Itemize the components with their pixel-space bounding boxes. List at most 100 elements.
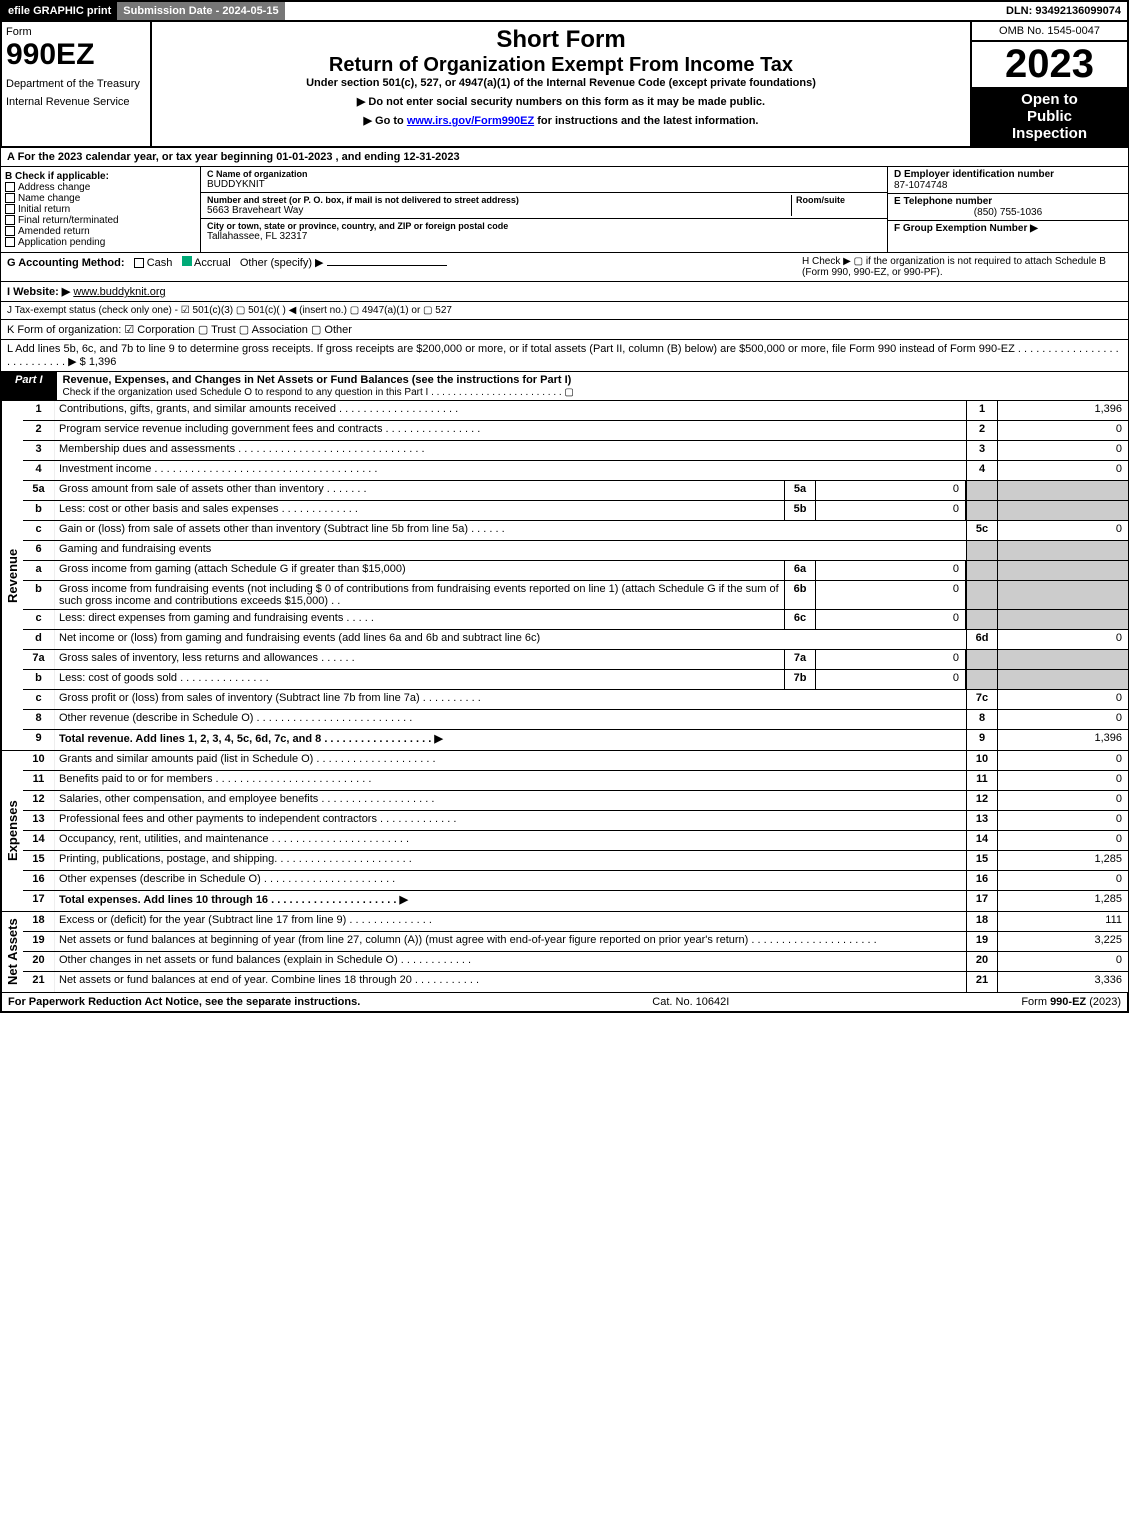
section-c: C Name of organization BUDDYKNIT Number … — [201, 167, 888, 252]
right-line-value: 0 — [998, 751, 1128, 770]
right-line-number: 15 — [966, 851, 998, 870]
line-text: Professional fees and other payments to … — [55, 811, 966, 830]
line-text: Membership dues and assessments . . . . … — [55, 441, 966, 460]
g-label: G Accounting Method: — [7, 257, 125, 269]
table-row: 13Professional fees and other payments t… — [23, 811, 1128, 831]
short-form-title: Short Form — [160, 26, 962, 54]
table-row: cGross profit or (loss) from sales of in… — [23, 690, 1128, 710]
l-value: 1,396 — [89, 356, 117, 368]
inspection-2: Public — [976, 108, 1123, 125]
table-row: 19Net assets or fund balances at beginni… — [23, 932, 1128, 952]
table-row: 3Membership dues and assessments . . . .… — [23, 441, 1128, 461]
b-opt-pending[interactable]: Application pending — [5, 237, 196, 248]
mid-line-number: 5b — [784, 501, 816, 520]
tax-year: 2023 — [972, 42, 1127, 87]
line-number: c — [23, 690, 55, 709]
line-text: Salaries, other compensation, and employ… — [55, 791, 966, 810]
line-text: Less: cost or other basis and sales expe… — [55, 501, 784, 520]
table-row: bLess: cost or other basis and sales exp… — [23, 501, 1128, 521]
table-row: 8Other revenue (describe in Schedule O) … — [23, 710, 1128, 730]
g-cash-checkbox[interactable] — [134, 258, 144, 268]
b-opt-final[interactable]: Final return/terminated — [5, 215, 196, 226]
line-text: Net income or (loss) from gaming and fun… — [55, 630, 966, 649]
line-number: 16 — [23, 871, 55, 890]
table-row: cGain or (loss) from sale of assets othe… — [23, 521, 1128, 541]
line-text: Gross amount from sale of assets other t… — [55, 481, 784, 500]
table-row: cLess: direct expenses from gaming and f… — [23, 610, 1128, 630]
mid-line-number: 6a — [784, 561, 816, 580]
right-line-value — [998, 610, 1128, 629]
mid-line-number: 7b — [784, 670, 816, 689]
c-city-label: City or town, state or province, country… — [207, 221, 881, 231]
right-line-number — [966, 670, 998, 689]
footer-right: Form 990-EZ (2023) — [1021, 996, 1121, 1008]
org-name: BUDDYKNIT — [207, 179, 881, 190]
mid-line-number: 6b — [784, 581, 816, 609]
right-line-number: 4 — [966, 461, 998, 480]
mid-line-value: 0 — [816, 610, 966, 629]
line-number: 13 — [23, 811, 55, 830]
right-line-value: 0 — [998, 441, 1128, 460]
e-label: E Telephone number — [894, 196, 1122, 207]
table-row: 12Salaries, other compensation, and empl… — [23, 791, 1128, 811]
line-number: b — [23, 501, 55, 520]
right-line-number: 17 — [966, 891, 998, 911]
section-b: B Check if applicable: Address change Na… — [1, 167, 201, 252]
line-number: 10 — [23, 751, 55, 770]
right-line-number: 1 — [966, 401, 998, 420]
line-text: Contributions, gifts, grants, and simila… — [55, 401, 966, 420]
submission-date: Submission Date - 2024-05-15 — [117, 2, 284, 20]
line-text: Gross income from fundraising events (no… — [55, 581, 784, 609]
part1-title-box: Revenue, Expenses, and Changes in Net As… — [57, 372, 1128, 400]
right-line-value — [998, 561, 1128, 580]
line-number: 3 — [23, 441, 55, 460]
part1-check: Check if the organization used Schedule … — [63, 387, 574, 398]
line-number: b — [23, 581, 55, 609]
right-line-value — [998, 670, 1128, 689]
table-row: 15Printing, publications, postage, and s… — [23, 851, 1128, 871]
right-line-value: 0 — [998, 461, 1128, 480]
part1-title: Revenue, Expenses, and Changes in Net As… — [63, 374, 572, 386]
right-line-value: 3,225 — [998, 932, 1128, 951]
table-row: 20Other changes in net assets or fund ba… — [23, 952, 1128, 972]
b-opt-amended[interactable]: Amended return — [5, 226, 196, 237]
vtab-expenses: Expenses — [1, 751, 23, 911]
table-row: 2Program service revenue including gover… — [23, 421, 1128, 441]
table-row: 7aGross sales of inventory, less returns… — [23, 650, 1128, 670]
right-line-number: 20 — [966, 952, 998, 971]
section-def: D Employer identification number 87-1074… — [888, 167, 1128, 252]
line-number: a — [23, 561, 55, 580]
right-line-value: 1,285 — [998, 851, 1128, 870]
right-line-value: 1,396 — [998, 730, 1128, 750]
line-number: 2 — [23, 421, 55, 440]
right-line-value: 111 — [998, 912, 1128, 931]
right-line-value — [998, 581, 1128, 609]
mid-line-number: 5a — [784, 481, 816, 500]
line-number: 21 — [23, 972, 55, 992]
right-line-value — [998, 501, 1128, 520]
line-number: b — [23, 670, 55, 689]
mid-line-value: 0 — [816, 501, 966, 520]
line-number: 1 — [23, 401, 55, 420]
row-gh: G Accounting Method: Cash Accrual Other … — [0, 253, 1129, 282]
inspection-1: Open to — [976, 91, 1123, 108]
row-a: A For the 2023 calendar year, or tax yea… — [0, 148, 1129, 167]
section-j: J Tax-exempt status (check only one) - ☑… — [0, 302, 1129, 320]
right-line-value: 0 — [998, 871, 1128, 890]
b-opt-initial[interactable]: Initial return — [5, 204, 196, 215]
form-number: 990EZ — [6, 38, 146, 72]
efile-label[interactable]: efile GRAPHIC print — [2, 2, 117, 20]
line-number: 18 — [23, 912, 55, 931]
goto-link[interactable]: www.irs.gov/Form990EZ — [407, 115, 534, 127]
b-opt-address[interactable]: Address change — [5, 182, 196, 193]
line-number: 17 — [23, 891, 55, 911]
dept-irs: Internal Revenue Service — [6, 96, 146, 108]
line-text: Occupancy, rent, utilities, and maintena… — [55, 831, 966, 850]
right-line-value: 0 — [998, 630, 1128, 649]
website-url[interactable]: www.buddyknit.org — [73, 286, 165, 298]
line-number: 12 — [23, 791, 55, 810]
b-opt-name[interactable]: Name change — [5, 193, 196, 204]
g-accrual-checkbox[interactable] — [182, 256, 192, 266]
line-text: Net assets or fund balances at end of ye… — [55, 972, 966, 992]
net-rows: 18Excess or (deficit) for the year (Subt… — [23, 912, 1128, 992]
